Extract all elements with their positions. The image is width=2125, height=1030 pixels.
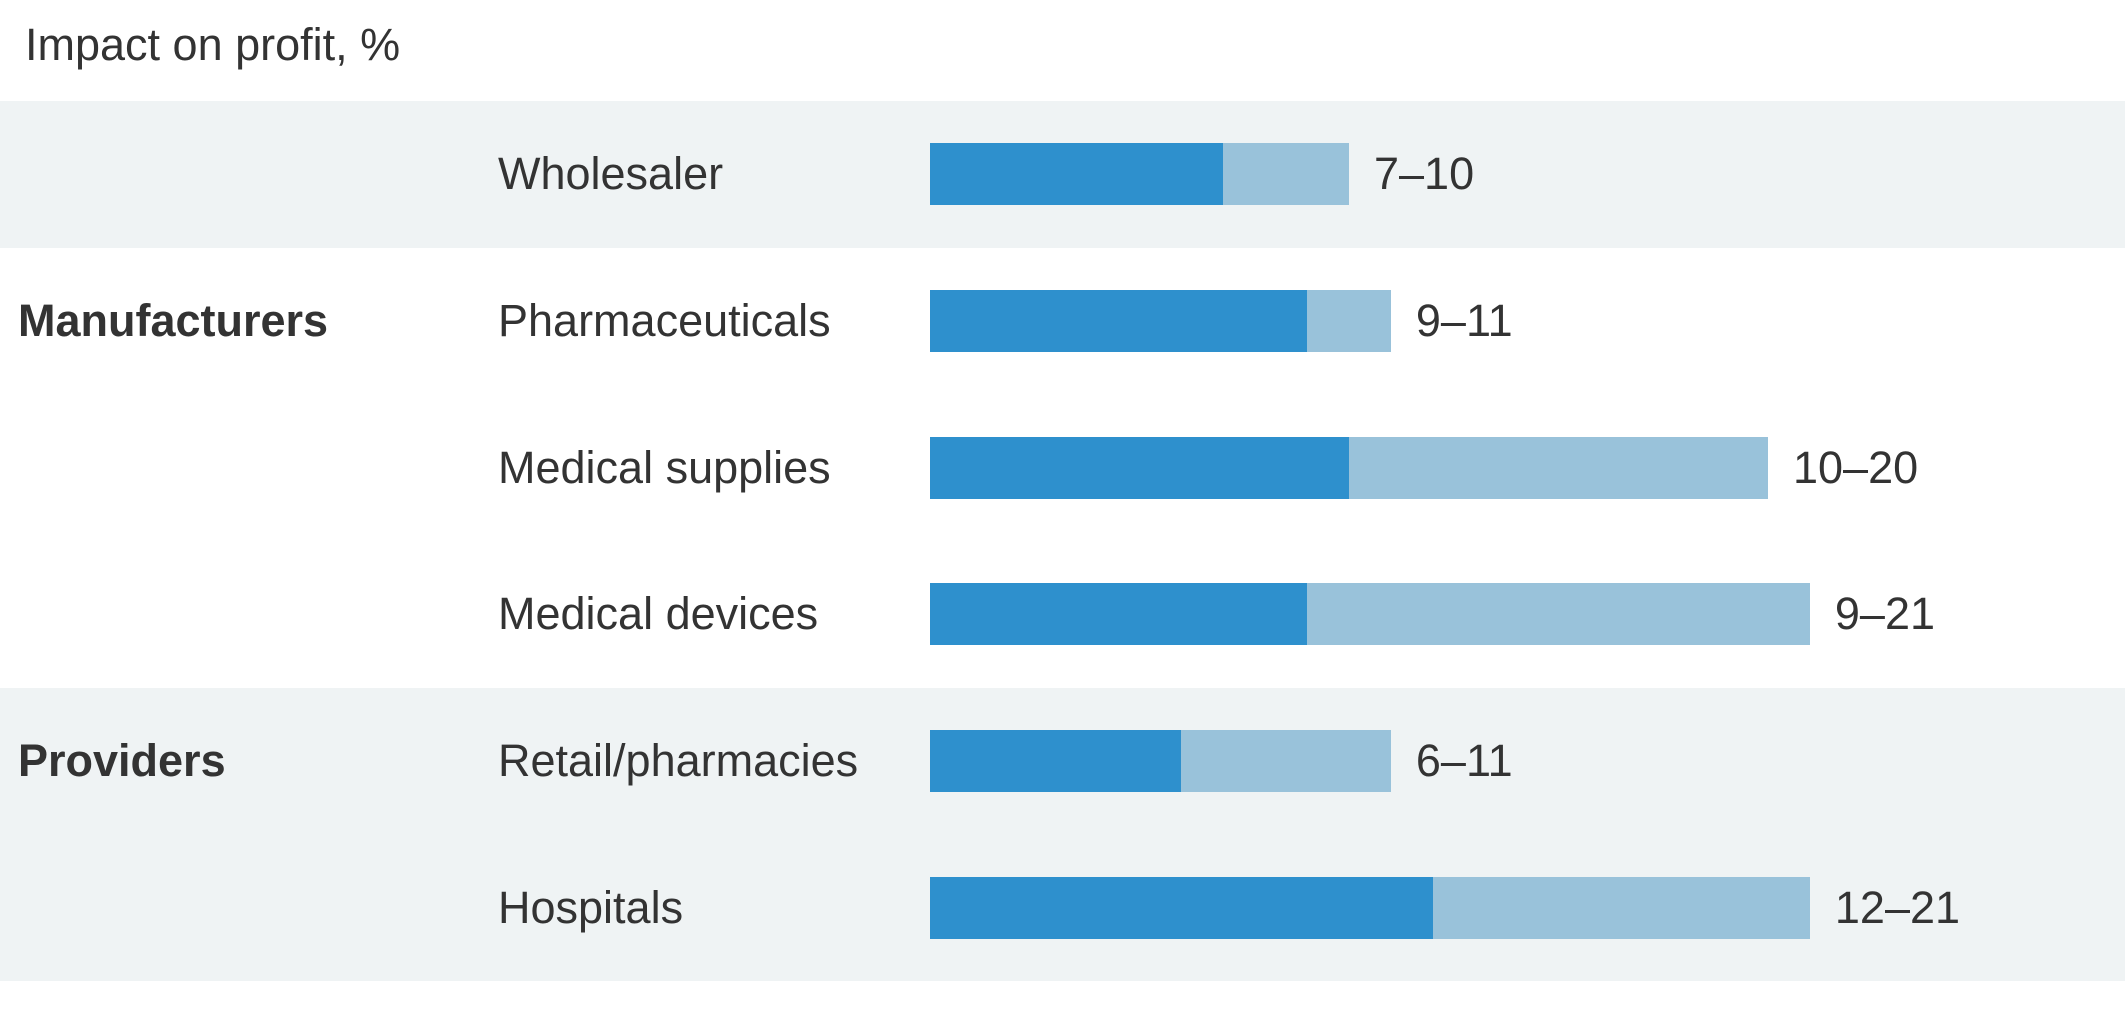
chart-row: Wholesaler 7–10 [0,101,2125,248]
category-label: Medical devices [498,588,819,640]
bar-high-segment [1223,143,1349,206]
chart-title: Impact on profit, % [25,19,401,70]
chart-row: Medical supplies 10–20 [0,394,2125,541]
bar-low-segment [930,143,1224,206]
category-label: Medical supplies [498,441,831,493]
value-label: 6–11 [1415,735,1513,787]
range-bar [930,730,1391,793]
chart-row: Providers Retail/pharmacies 6–11 [0,687,2125,835]
bar-high-segment [1432,876,1810,939]
bar-high-segment [1307,583,1810,646]
bar-high-segment [1181,730,1391,793]
group-label: Manufacturers [18,295,329,347]
bar-low-segment [930,290,1308,353]
category-label: Hospitals [498,881,684,933]
value-label: 12–21 [1834,881,1961,933]
value-label: 7–10 [1374,148,1475,200]
chart-row: Hospitals 12–21 [0,834,2125,982]
bar-high-segment [1307,290,1391,353]
chart-row: Manufacturers Pharmaceuticals 9–11 [0,248,2125,395]
bar-high-segment [1349,436,1768,499]
range-bar [930,876,1810,939]
range-bar [930,583,1810,646]
group-label: Providers [18,735,226,787]
range-bar [930,436,1768,499]
category-label: Wholesaler [498,148,724,200]
bar-low-segment [930,583,1308,646]
bar-low-segment [930,436,1349,499]
value-label: 10–20 [1793,441,1919,493]
chart-row: Medical devices 9–21 [0,541,2125,688]
category-label: Pharmaceuticals [498,295,831,347]
chart-rows-container: Wholesaler 7–10 Manufacturers Pharmaceutica… [0,101,2125,982]
range-bar [930,143,1349,206]
value-label: 9–21 [1834,588,1935,640]
bar-low-segment [930,730,1182,793]
value-label: 9–11 [1415,295,1513,347]
category-label: Retail/pharmacies [498,735,859,787]
range-bar [930,290,1391,353]
bar-low-segment [930,876,1433,939]
